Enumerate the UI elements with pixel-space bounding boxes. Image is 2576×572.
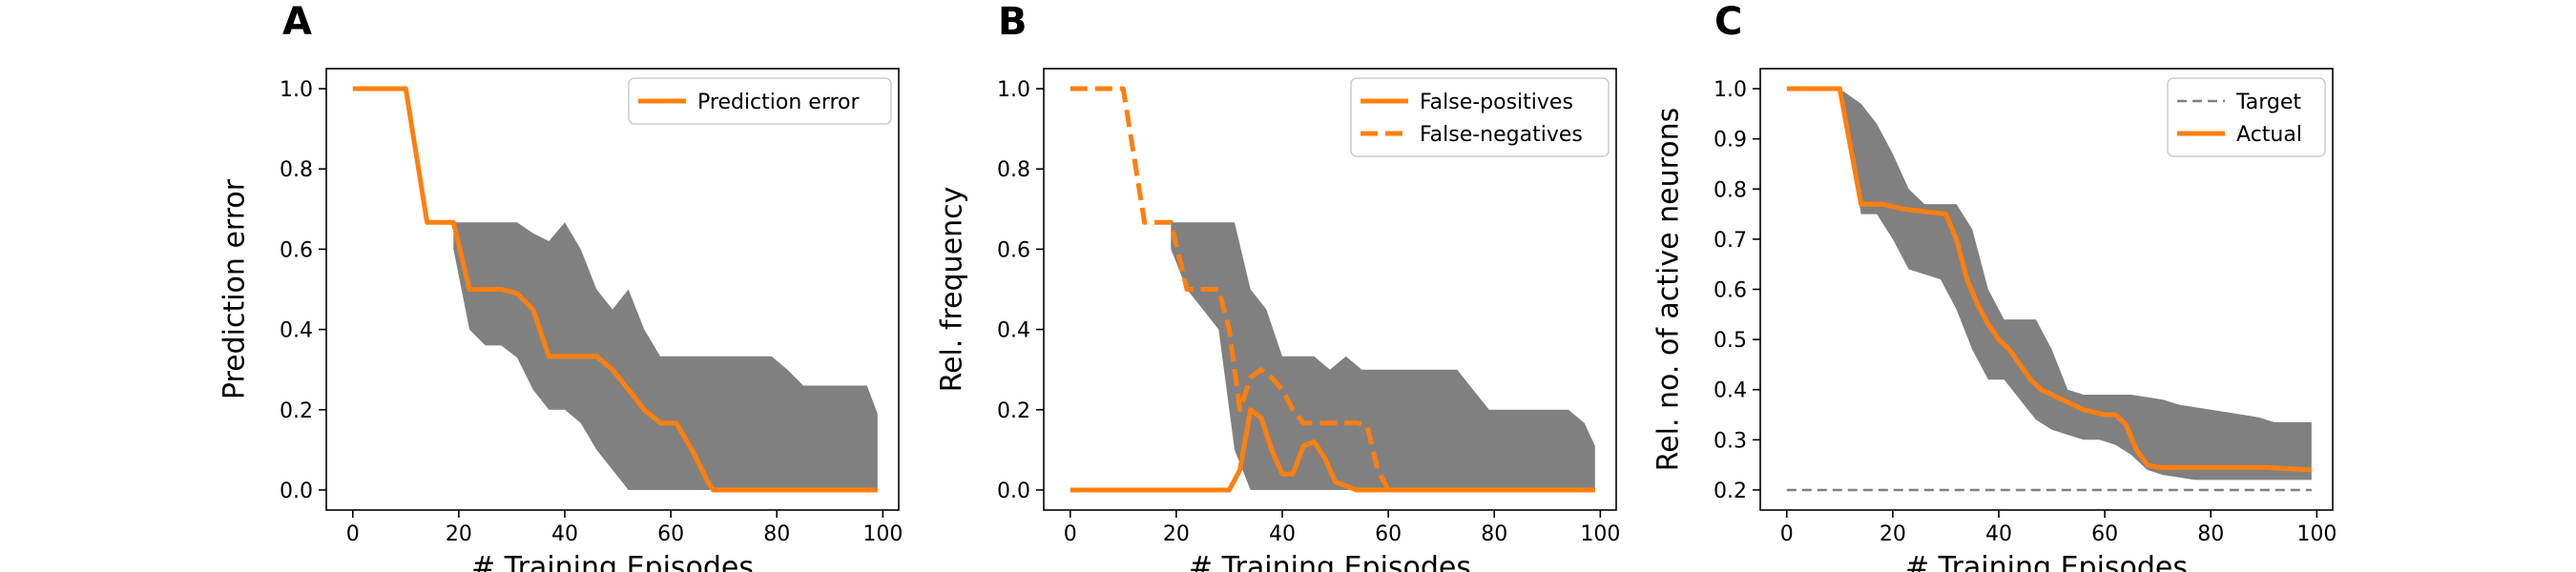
x-tick-label: 0 bbox=[1064, 522, 1077, 546]
y-tick-label: 0.6 bbox=[997, 238, 1030, 262]
y-tick-label: 0.3 bbox=[1714, 429, 1747, 453]
plot-frame bbox=[1043, 68, 1617, 511]
series-line-prediction-error bbox=[352, 86, 878, 493]
legend: False-positives False-negatives bbox=[1350, 77, 1610, 157]
plot-frame bbox=[325, 68, 900, 511]
y-tick-label: 0.0 bbox=[280, 480, 313, 503]
series-line-false-positives bbox=[1070, 407, 1595, 493]
series-line-false-negatives bbox=[1070, 86, 1391, 492]
x-tick-label: 60 bbox=[657, 522, 684, 546]
x-tick-label: 60 bbox=[1375, 522, 1402, 546]
x-axis-label: # Training Episodes bbox=[1189, 551, 1471, 572]
legend-label: False-positives bbox=[1420, 91, 1573, 114]
legend-box bbox=[628, 77, 892, 125]
y-tick-label: 1.0 bbox=[280, 78, 313, 102]
legend-label: Prediction error bbox=[697, 91, 860, 114]
y-tick-label: 1.0 bbox=[1714, 78, 1747, 102]
y-tick-label: 1.0 bbox=[997, 78, 1030, 102]
y-axis-label: Rel. frequency bbox=[936, 187, 969, 393]
x-tick-label: 40 bbox=[551, 522, 578, 546]
x-tick-label: 80 bbox=[763, 522, 790, 546]
x-axis-label: # Training Episodes bbox=[1905, 551, 2188, 572]
series-line-actual bbox=[1786, 86, 2312, 473]
y-tick-label: 0.8 bbox=[280, 158, 313, 182]
y-tick-label: 0.4 bbox=[280, 319, 313, 343]
legend: Prediction error bbox=[628, 77, 892, 125]
panel-c: C 0 20 40 60 80 100 0.2 0.3 0.4 0.5 0.6 0.7 0.8 0.9 1.… bbox=[1652, 0, 2337, 572]
std-band bbox=[1786, 89, 2312, 480]
y-tick-label: 0.2 bbox=[1714, 480, 1747, 503]
y-tick-label: 0.7 bbox=[1714, 229, 1747, 253]
legend-label: Actual bbox=[2236, 123, 2302, 147]
panel-letter-b: B bbox=[998, 0, 1028, 44]
x-tick-label: 20 bbox=[446, 522, 472, 546]
legend-label: Target bbox=[2235, 91, 2301, 114]
x-tick-label: 20 bbox=[1880, 522, 1906, 546]
x-tick-label: 80 bbox=[1481, 522, 1507, 546]
std-band bbox=[1171, 222, 1595, 490]
panel-a: A 0 20 40 60 80 100 0.0 0.2 0.4 0.6 0.8 1.0 # Train… bbox=[218, 0, 904, 572]
x-tick-label: 100 bbox=[862, 522, 903, 546]
legend-label: False-negatives bbox=[1420, 123, 1583, 147]
y-tick-label: 0.8 bbox=[997, 158, 1030, 182]
y-tick-label: 0.6 bbox=[1714, 279, 1747, 303]
panel-b: B 0 20 40 60 80 100 0.0 0.2 0.4 0.6 0.8 1.0 # Train… bbox=[936, 0, 1621, 572]
y-tick-label: 0.5 bbox=[1714, 329, 1747, 353]
x-tick-label: 100 bbox=[1580, 522, 1620, 546]
y-tick-label: 0.0 bbox=[997, 480, 1030, 503]
legend-box bbox=[1350, 77, 1610, 157]
x-tick-label: 40 bbox=[1985, 522, 2012, 546]
x-axis-label: # Training Episodes bbox=[471, 551, 754, 572]
x-tick-label: 40 bbox=[1269, 522, 1296, 546]
legend-box bbox=[2167, 77, 2326, 157]
y-axis-label: Rel. no. of active neurons bbox=[1652, 108, 1686, 472]
x-tick-label: 0 bbox=[1780, 522, 1794, 546]
legend: Target Actual bbox=[2167, 77, 2326, 157]
y-tick-label: 0.8 bbox=[1714, 178, 1747, 202]
y-tick-label: 0.2 bbox=[997, 399, 1030, 423]
x-tick-label: 100 bbox=[2296, 522, 2337, 546]
panel-letter-a: A bbox=[282, 0, 312, 44]
y-tick-label: 0.6 bbox=[280, 238, 313, 262]
x-tick-label: 60 bbox=[2091, 522, 2118, 546]
y-tick-label: 0.4 bbox=[1714, 379, 1747, 403]
y-tick-label: 0.4 bbox=[997, 319, 1030, 343]
y-tick-label: 0.2 bbox=[280, 399, 313, 423]
x-tick-label: 80 bbox=[2197, 522, 2224, 546]
x-tick-label: 0 bbox=[346, 522, 360, 546]
std-band bbox=[453, 222, 878, 490]
y-axis-label: Prediction error bbox=[218, 178, 252, 399]
y-tick-label: 0.9 bbox=[1714, 129, 1747, 153]
panel-letter-c: C bbox=[1714, 0, 1742, 44]
x-tick-label: 20 bbox=[1163, 522, 1190, 546]
